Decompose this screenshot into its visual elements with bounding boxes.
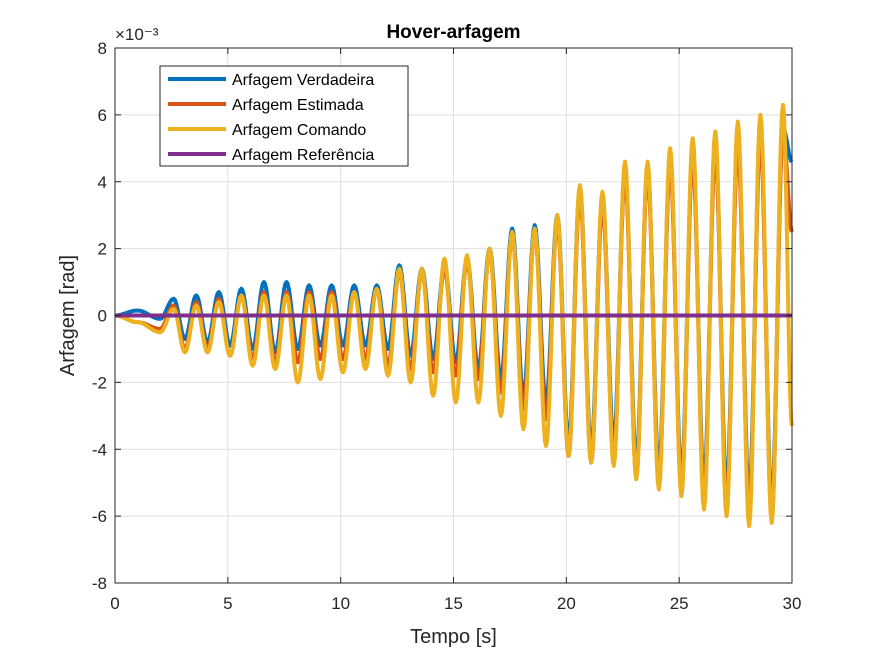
legend-box: [159, 65, 409, 167]
legend-label: Arfagem Verdadeira: [232, 72, 374, 89]
x-axis-ticks: 0 5 10 15 20 25 30: [110, 48, 801, 613]
y-tick-label: 8: [98, 39, 107, 58]
y-tick-label: 2: [98, 240, 107, 259]
y-axis-exponent: ×10⁻³: [115, 25, 159, 44]
y-tick-label: 6: [98, 106, 107, 125]
legend-label: Arfagem Referência: [232, 147, 374, 164]
x-tick-label: 15: [444, 594, 463, 613]
legend: Arfagem Verdadeira Arfagem Estimada Arfage…: [159, 65, 409, 167]
y-tick-label: -4: [92, 440, 107, 459]
x-tick-label: 20: [557, 594, 576, 613]
y-tick-label: 0: [98, 307, 107, 326]
x-tick-label: 10: [331, 594, 350, 613]
y-tick-label: -6: [92, 507, 107, 526]
y-axis-ticks: -8 -6 -4 -2 0 2 4 6 8: [92, 39, 792, 593]
y-tick-label: 4: [98, 173, 107, 192]
x-axis-label: Tempo [s]: [410, 626, 497, 648]
x-tick-label: 30: [783, 594, 802, 613]
legend-label: Arfagem Comando: [232, 122, 366, 139]
y-tick-label: -2: [92, 373, 107, 392]
series-line-3: [114, 102, 794, 529]
x-tick-label: 0: [110, 594, 119, 613]
series-group: [114, 102, 794, 529]
legend-label: Arfagem Estimada: [232, 97, 364, 114]
y-tick-label: -8: [92, 574, 107, 593]
y-axis-label: Arfagem [rad]: [57, 255, 79, 376]
x-tick-label: 5: [223, 594, 232, 613]
x-tick-label: 25: [670, 594, 689, 613]
chart-title: Hover-arfagem: [386, 22, 520, 43]
